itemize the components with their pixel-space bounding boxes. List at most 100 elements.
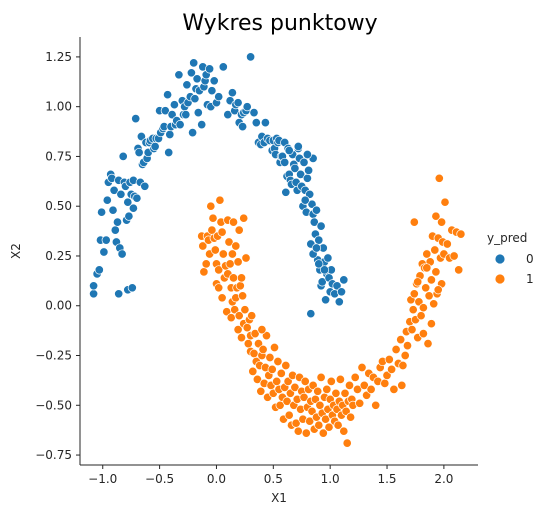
scatter-point-class-0 <box>336 287 347 297</box>
scatter-point-class-0 <box>242 102 252 112</box>
legend-title: y_pred <box>487 231 527 245</box>
scatter-point-class-0 <box>339 275 349 285</box>
scatter-point-class-1 <box>249 348 259 359</box>
y-tick-label: 0.50 <box>45 199 72 213</box>
scatter-point-class-0 <box>150 141 160 152</box>
scatter-point-class-1 <box>333 420 343 430</box>
scatter-point-class-1 <box>199 267 209 277</box>
scatter-point-class-1 <box>396 335 406 345</box>
y-ticks: −0.75 −0.50 −0.25 0.00 0.25 0.50 0.75 1.00 1.25 <box>35 50 80 462</box>
scatter-point-class-0 <box>174 70 184 80</box>
scatter-point-class-0 <box>302 149 312 160</box>
scatter-point-class-0 <box>110 225 120 235</box>
scatter-point-class-1 <box>407 325 417 335</box>
scatter-point-class-0 <box>260 118 270 128</box>
scatter-point-class-1 <box>397 380 407 390</box>
x-tick-label: 0.0 <box>207 472 226 486</box>
scatter-point-class-1 <box>316 372 326 382</box>
scatter-point-class-1 <box>234 311 244 321</box>
scatter-point-class-1 <box>413 277 423 287</box>
scatter-point-class-1 <box>322 384 332 394</box>
scatter-point-class-1 <box>233 257 243 267</box>
scatter-point-class-1 <box>430 245 440 255</box>
scatter-point-class-1 <box>340 388 350 398</box>
scatter-point-class-0 <box>307 199 317 209</box>
scatter-point-class-1 <box>426 319 436 329</box>
scatter-point-class-1 <box>231 241 241 251</box>
scatter-point-class-1 <box>355 398 365 408</box>
scatter-point-class-1 <box>380 378 390 388</box>
scatter-point-class-0 <box>99 247 109 257</box>
scatter-point-class-0 <box>332 281 342 291</box>
scatter-point-class-1 <box>201 259 211 269</box>
scatter-point-class-0 <box>165 129 175 140</box>
scatter-point-class-0 <box>300 195 310 205</box>
scatter-point-class-1 <box>276 368 286 378</box>
scatter-point-class-0 <box>296 169 306 179</box>
scatter-point-class-1 <box>346 412 356 422</box>
scatter-point-class-1 <box>382 370 392 380</box>
scatter-point-class-1 <box>314 420 324 430</box>
y-tick-label: 0.25 <box>45 249 72 263</box>
scatter-point-class-0 <box>309 217 319 227</box>
scatter-point-class-1 <box>442 239 452 249</box>
scatter-point-class-1 <box>257 325 267 335</box>
scatter-point-class-0 <box>163 90 173 100</box>
y-tick-label: 1.25 <box>45 50 72 64</box>
scatter-point-class-0 <box>321 295 331 305</box>
scatter-point-class-1 <box>214 265 224 275</box>
scatter-point-class-0 <box>209 76 219 86</box>
scatter-point-class-0 <box>190 94 200 104</box>
scatter-point-class-1 <box>210 245 220 255</box>
legend-marker-0 <box>494 253 506 265</box>
x-tick-label: 2.0 <box>434 472 453 486</box>
scatter-point-class-1 <box>226 313 236 323</box>
scatter-point-class-0 <box>132 193 142 203</box>
scatter-point-class-1 <box>247 311 257 321</box>
scatter-point-class-0 <box>304 165 314 175</box>
scatter-point-class-1 <box>305 416 315 426</box>
legend-label-1: 1 <box>526 272 534 286</box>
scatter-point-class-1 <box>281 360 291 371</box>
scatter-point-class-0 <box>188 128 198 138</box>
scatter-point-class-1 <box>422 249 432 259</box>
scatter-point-class-1 <box>214 283 224 293</box>
scatter-point-class-1 <box>217 293 227 303</box>
x-tick-label: 1.0 <box>321 472 340 486</box>
scatter-point-class-0 <box>109 185 119 195</box>
scatter-point-class-0 <box>134 147 144 158</box>
scatter-point-class-0 <box>306 309 316 319</box>
scatter-point-class-0 <box>189 58 199 68</box>
scatter-point-class-1 <box>324 422 334 432</box>
scatter-point-class-1 <box>416 311 426 321</box>
scatter-point-class-1 <box>236 333 247 343</box>
scatter-point-class-0 <box>102 195 112 205</box>
scatter-point-class-0 <box>97 207 107 217</box>
scatter-point-class-1 <box>236 273 247 283</box>
scatter-point-class-1 <box>301 428 311 438</box>
scatter-point-class-1 <box>256 386 266 396</box>
scatter-point-class-1 <box>321 414 331 424</box>
scatter-point-class-1 <box>449 251 459 261</box>
scatter-point-class-0 <box>182 80 192 90</box>
scatter-point-class-0 <box>127 283 137 293</box>
scatter-point-class-0 <box>94 265 104 275</box>
scatter-point-class-1 <box>241 253 251 263</box>
scatter-point-class-0 <box>160 106 170 116</box>
scatter-point-class-0 <box>193 108 203 118</box>
scatter-point-class-1 <box>359 380 369 390</box>
scatter-point-class-1 <box>217 227 227 237</box>
scatter-point-class-1 <box>357 362 367 373</box>
y-tick-label: 0.00 <box>45 299 72 313</box>
scatter-point-class-1 <box>409 217 419 227</box>
scatter-point-class-0 <box>192 74 202 84</box>
scatter-point-class-1 <box>267 364 277 374</box>
scatter-point-class-0 <box>116 189 126 199</box>
scatter-point-class-0 <box>167 110 177 120</box>
scatter-point-class-1 <box>273 356 283 367</box>
scatter-point-class-1 <box>206 201 216 211</box>
scatter-point-class-1 <box>344 380 355 390</box>
axes <box>79 37 478 466</box>
scatter-point-class-1 <box>234 225 244 235</box>
scatter-point-class-1 <box>228 217 239 227</box>
